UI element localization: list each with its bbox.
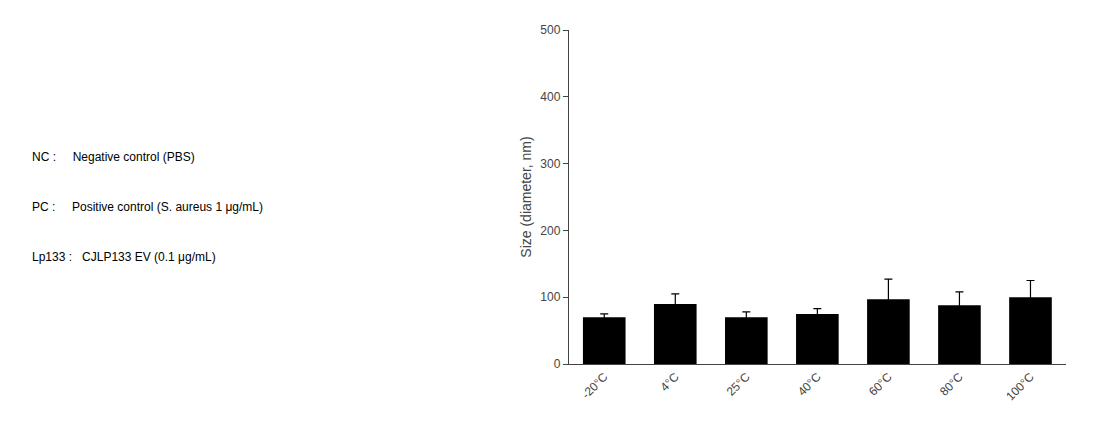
svg-text:NC : Negative control (PBS: NC : Negative control (PBS) <box>32 150 195 164</box>
svg-text:500: 500 <box>540 23 560 37</box>
svg-text:300: 300 <box>540 157 560 171</box>
svg-text:200: 200 <box>540 224 560 238</box>
svg-text:4°C: 4°C <box>658 370 682 394</box>
svg-text:0: 0 <box>554 357 561 371</box>
svg-text:-20°C: -20°C <box>579 370 611 402</box>
svg-text:Size (diameter, nm): Size (diameter, nm) <box>518 136 534 257</box>
svg-text:60°C: 60°C <box>866 370 895 399</box>
svg-text:400: 400 <box>540 90 560 104</box>
svg-text:80°C: 80°C <box>937 370 966 399</box>
svg-text:100°C: 100°C <box>1003 370 1037 404</box>
svg-text:25°C: 25°C <box>724 370 753 399</box>
svg-text:100: 100 <box>540 290 560 304</box>
svg-text:40°C: 40°C <box>795 370 824 399</box>
svg-text:PC : Positive control (S.: PC : Positive control (S. aureus 1 μg/mL… <box>32 200 263 214</box>
svg-text:Lp133 : CJLP133 EV (0.1 μg/m: Lp133 : CJLP133 EV (0.1 μg/mL) <box>32 250 216 264</box>
